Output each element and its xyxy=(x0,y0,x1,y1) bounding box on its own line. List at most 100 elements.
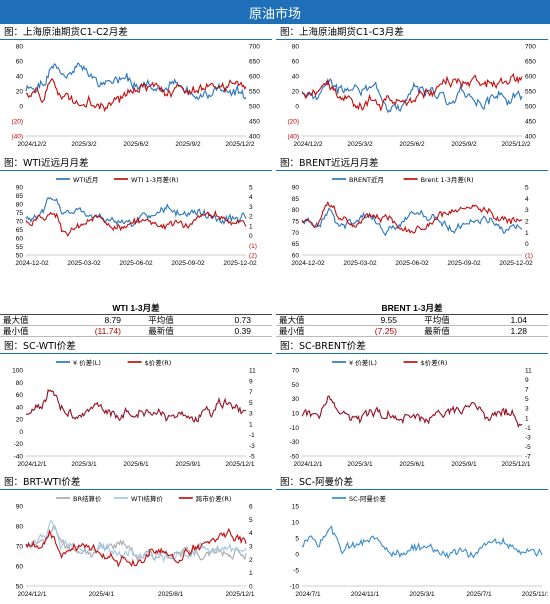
y-tick-label-right: 400 xyxy=(525,134,536,141)
stats-label: 最小值 xyxy=(279,326,305,336)
stats-label: 最新值 xyxy=(424,326,450,336)
y-tick-label-right: 0 xyxy=(525,241,529,248)
x-tick-label: 2025-03-02 xyxy=(343,260,377,267)
y-tick-label: 55 xyxy=(16,244,24,251)
x-tick-label: 2025-12-02 xyxy=(499,260,533,267)
y-tick-label: 20 xyxy=(16,89,24,96)
stats-row: 最小值 (11.74) 最新值 0.39 xyxy=(0,326,272,337)
panel-wti-spread: 图：WTI近远月月差 xyxy=(0,157,272,171)
stats-value: 0.73 xyxy=(234,315,251,325)
y-tick-label-right: -1 xyxy=(525,425,531,432)
y-tick-label-right: 1 xyxy=(525,230,529,237)
x-tick-label: 2025-06-02 xyxy=(119,260,153,267)
stats-value: 0.39 xyxy=(234,326,251,336)
series-line xyxy=(25,527,247,568)
y-tick-label-right: 3 xyxy=(249,204,253,211)
y-tick-label-right: 550 xyxy=(525,89,536,96)
x-tick-label: 2025/3/2 xyxy=(347,141,373,148)
y-tick-label-right: 450 xyxy=(249,119,260,126)
y-tick-label-right: 9 xyxy=(525,377,529,384)
y-tick-label: 0 xyxy=(19,104,23,111)
y-tick-label: 15 xyxy=(292,504,300,511)
stats-value: (11.74) xyxy=(94,326,121,336)
y-tick-label-right: 500 xyxy=(525,104,536,111)
x-tick-label: 2025/3/1 xyxy=(409,591,435,598)
y-tick-label-right: 1 xyxy=(249,223,253,230)
legend-label: SC-阿曼价差 xyxy=(349,494,387,503)
y-tick-label-right: 4 xyxy=(249,194,253,201)
panel-sc-c1c3: 图：上海原油期货C1-C3月差 xyxy=(276,26,548,40)
chart-title: 图：上海原油期货C1-C2月差 xyxy=(0,26,272,40)
y-tick-label-right: 450 xyxy=(525,119,536,126)
series-line xyxy=(301,395,523,428)
y-tick-label: 40 xyxy=(16,404,24,411)
y-tick-label: 90 xyxy=(16,504,24,511)
stats-label: 最大值 xyxy=(3,315,29,325)
x-tick-label: 2024/12/2 xyxy=(294,141,323,148)
y-tick-label: 70 xyxy=(16,219,24,226)
legend-label: ¥ 价差(L) xyxy=(73,358,101,367)
chart-title: 图：WTI近远月月差 xyxy=(0,157,272,171)
y-tick-label-right: 7 xyxy=(249,389,253,396)
y-tick-label-right: 11 xyxy=(249,368,256,375)
x-tick-label: 2025/12/2 xyxy=(226,141,255,148)
y-tick-label-right: 700 xyxy=(525,44,536,51)
panel-brt-wti: 图：BRT-WTI价差 xyxy=(0,476,272,490)
y-tick-label: 80 xyxy=(16,380,24,387)
stats-value: 1.28 xyxy=(510,326,527,336)
y-tick-label: 0 xyxy=(295,552,299,559)
series-line xyxy=(301,72,523,112)
stats-label: 平均值 xyxy=(148,315,174,325)
y-tick-label: 70 xyxy=(292,230,300,237)
y-tick-label-right: 7 xyxy=(525,387,529,394)
stats-value: (7.25) xyxy=(374,326,397,336)
x-tick-label: 2024/11/1 xyxy=(351,591,380,598)
x-tick-label: 2024/7/1 xyxy=(295,591,321,598)
y-tick-label: 100 xyxy=(12,368,23,375)
y-tick-label-right: 1 xyxy=(249,421,253,428)
legend-label: $价差(R) xyxy=(421,358,448,367)
series-line xyxy=(25,62,247,101)
wti-stats-table: WTI 1-3月差 最大值 8.79 平均值 0.73 最小值 (11.74) … xyxy=(0,302,272,337)
x-tick-label: 2025/9/2 xyxy=(175,141,201,148)
y-tick-label: 75 xyxy=(16,210,24,217)
y-tick-label: 50 xyxy=(292,382,300,389)
y-tick-label: 10 xyxy=(292,411,300,418)
y-tick-label: 0 xyxy=(19,429,23,436)
panel-sc-brent: 图：SC-BRENT价差 xyxy=(276,340,548,354)
series-line xyxy=(301,207,523,237)
y-tick-label-right: 0 xyxy=(249,233,253,240)
y-tick-label: 60 xyxy=(292,253,300,260)
y-tick-label: 85 xyxy=(292,196,300,203)
y-tick-label: -40 xyxy=(14,454,24,461)
y-tick-label-right: -5 xyxy=(525,444,531,451)
y-tick-label: 20 xyxy=(292,89,300,96)
x-tick-label: 2024/12/1 xyxy=(294,461,323,468)
series-line xyxy=(25,520,247,564)
x-tick-label: 2024/12/1 xyxy=(18,591,47,598)
y-tick-label: 80 xyxy=(292,44,300,51)
y-tick-label-right: 3 xyxy=(249,544,253,551)
y-tick-label-right: 5 xyxy=(249,185,253,192)
stats-value: 8.79 xyxy=(104,315,121,325)
y-tick-label: 30 xyxy=(292,396,300,403)
chart-sc-brent: ¥ 价差(L) $价差(R) 70 50 30 10 -10 -30 -50 11 9 7 5 3 1 -1 -… xyxy=(290,358,533,468)
y-tick-label-right: 0 xyxy=(249,584,253,591)
chart-sc-c1c2: 806040200(20)(40)70065060055050045040020… xyxy=(11,44,260,149)
x-tick-label: 2025/6/1 xyxy=(399,461,425,468)
stats-value: 1.04 xyxy=(510,315,527,325)
series-line xyxy=(301,200,523,234)
y-tick-label-right: 650 xyxy=(525,59,536,66)
chart-brent-spread: BRENT近月 Brent 1-3月差(R) 90 85 80 75 70 65 60 5 4 3 2 1… xyxy=(291,175,533,267)
y-tick-label-right: 3 xyxy=(525,207,529,214)
x-tick-label: 2025/9/2 xyxy=(451,141,477,148)
stats-label: 平均值 xyxy=(424,315,450,325)
y-tick-label-right: 6 xyxy=(249,504,253,511)
y-tick-label: 60 xyxy=(16,236,24,243)
y-tick-label: 60 xyxy=(16,59,24,66)
stats-row: 最大值 9.55 平均值 1.04 xyxy=(276,315,548,326)
legend-label: WTI结算价 xyxy=(131,494,163,503)
x-tick-label: 2025/7/1 xyxy=(466,591,492,598)
y-tick-label-right: 4 xyxy=(249,530,253,537)
